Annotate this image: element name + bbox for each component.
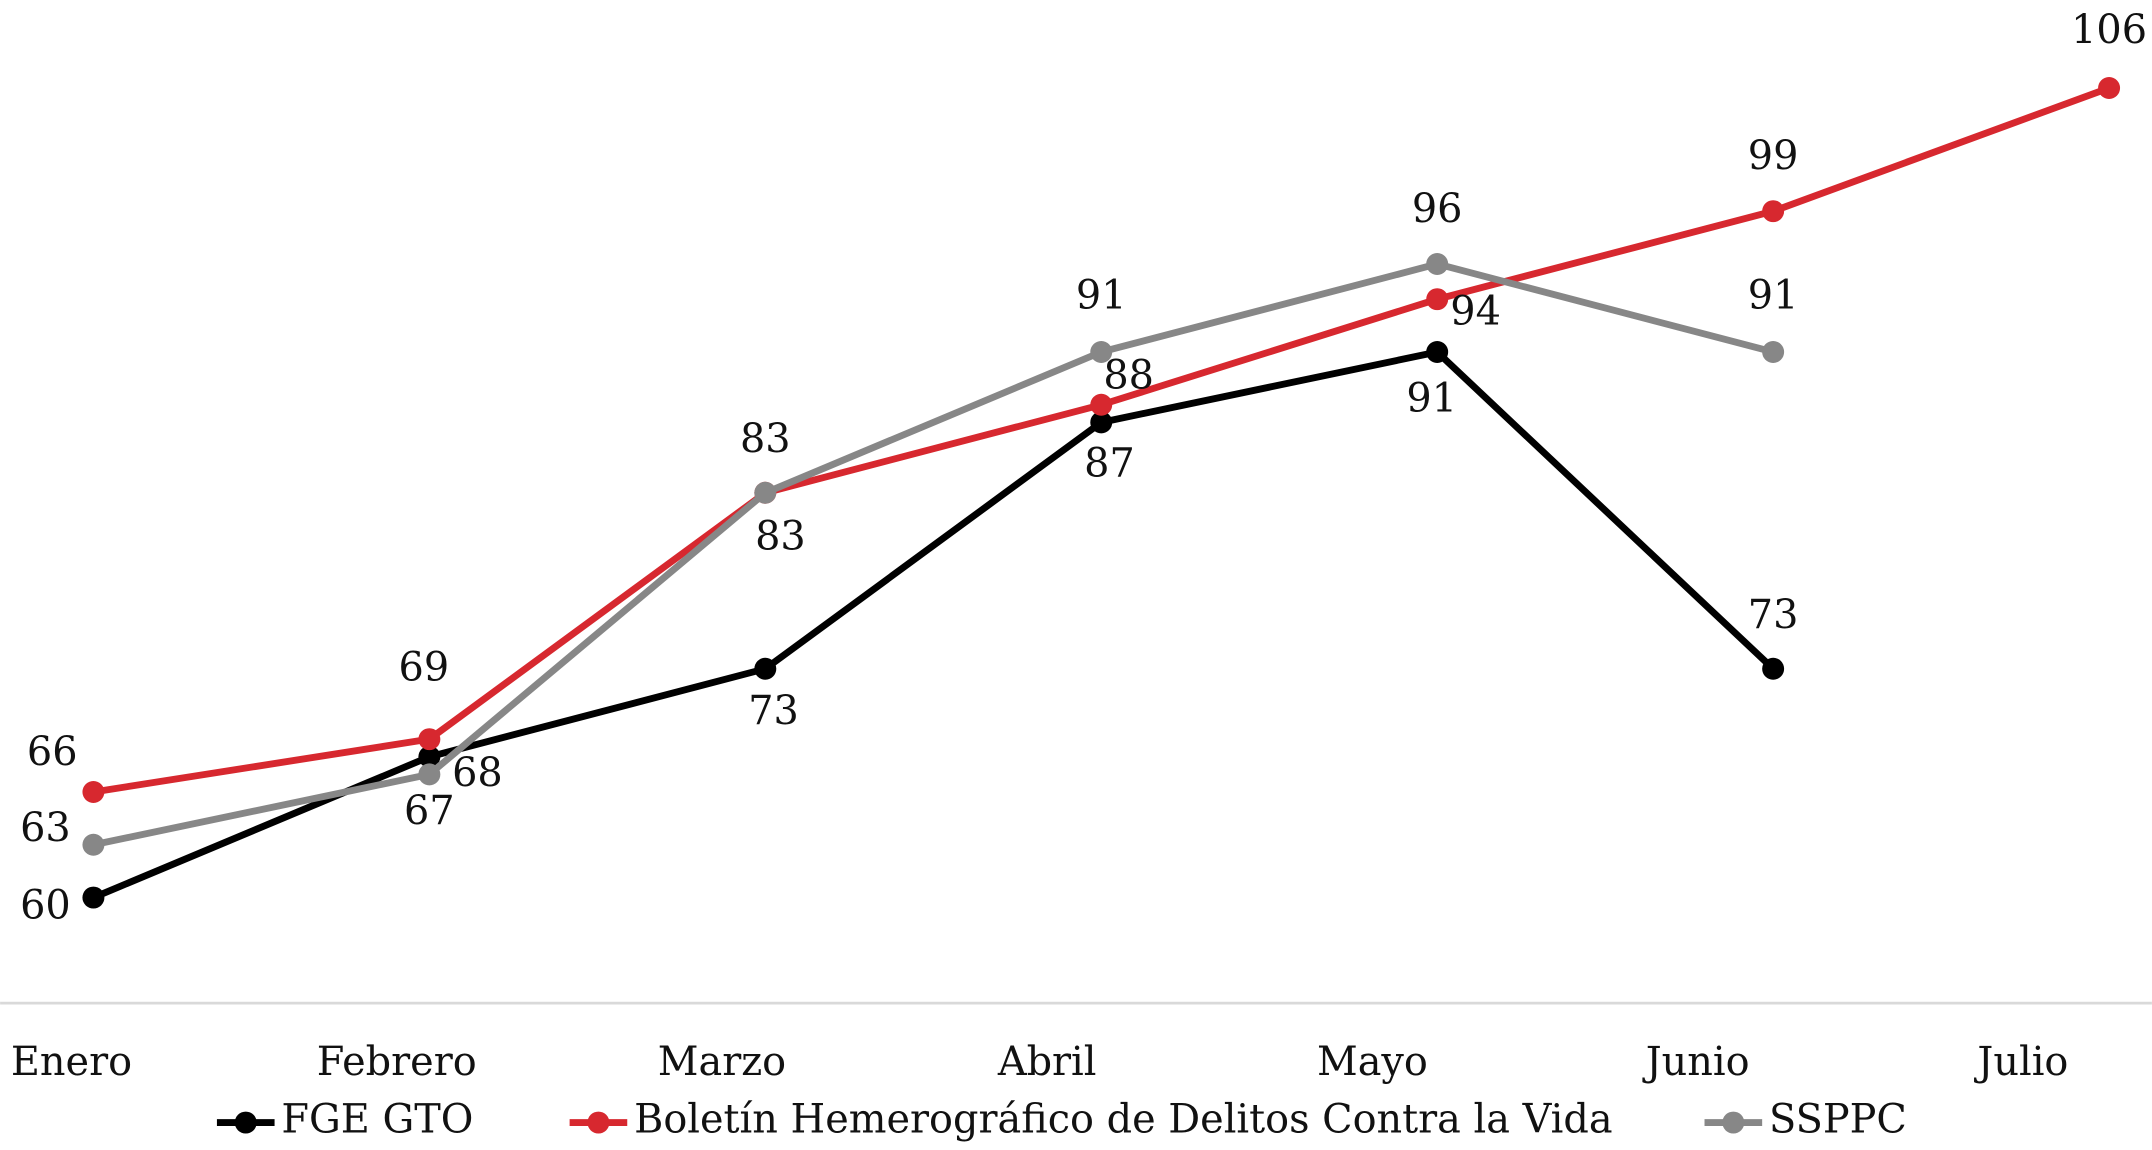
data-label: 91 [1076, 272, 1127, 318]
data-label: 83 [755, 513, 806, 559]
series-line [92, 348, 1776, 901]
x-tick-label: Julio [1973, 1039, 2068, 1085]
data-label: 60 [20, 883, 71, 929]
legend-marker [587, 1111, 610, 1134]
legend-label: Boletín Hemerográfico de Delitos Contra … [634, 1097, 1612, 1143]
data-point [82, 886, 105, 909]
data-point [1762, 341, 1785, 363]
x-tick-label: Junio [1642, 1039, 1750, 1085]
data-label: 73 [748, 688, 799, 734]
data-label: 106 [2071, 7, 2147, 53]
data-label: 88 [1103, 353, 1154, 399]
data-label: 91 [1748, 272, 1799, 318]
data-point [754, 657, 777, 680]
data-label: 66 [27, 729, 78, 775]
data-label: 94 [1450, 288, 1501, 334]
data-point [1762, 657, 1785, 680]
data-point [1090, 411, 1113, 434]
data-label: 91 [1406, 375, 1457, 421]
legend-label: FGE GTO [281, 1097, 473, 1143]
data-point [1426, 341, 1449, 363]
legend-label: SSPPC [1769, 1097, 1907, 1143]
data-label: 67 [404, 788, 455, 834]
x-tick-label: Abril [997, 1039, 1097, 1085]
data-point [418, 728, 441, 751]
data-label: 63 [20, 805, 71, 851]
data-label: 73 [1748, 592, 1799, 638]
data-point [82, 833, 105, 856]
data-point [1090, 341, 1113, 363]
data-label: 87 [1084, 440, 1135, 486]
x-tick-label: Febrero [317, 1039, 477, 1085]
data-label: 96 [1412, 186, 1463, 232]
data-point [1090, 393, 1113, 416]
series-line [92, 260, 1775, 849]
x-tick-label: Marzo [658, 1039, 786, 1085]
data-point [1762, 200, 1785, 223]
data-point [2098, 77, 2121, 99]
data-point [1426, 288, 1449, 311]
data-point [418, 745, 441, 768]
data-point [754, 481, 777, 504]
x-tick-label: Mayo [1317, 1039, 1428, 1085]
data-point [418, 763, 441, 786]
data-label: 83 [740, 416, 791, 462]
data-point [1426, 253, 1449, 275]
x-tick-label: Enero [11, 1039, 132, 1085]
data-label: 68 [452, 750, 503, 796]
legend-marker [1722, 1111, 1745, 1134]
data-point [82, 780, 105, 803]
legend-marker [234, 1111, 257, 1134]
data-label: 69 [399, 645, 450, 691]
data-label: 99 [1748, 133, 1799, 179]
